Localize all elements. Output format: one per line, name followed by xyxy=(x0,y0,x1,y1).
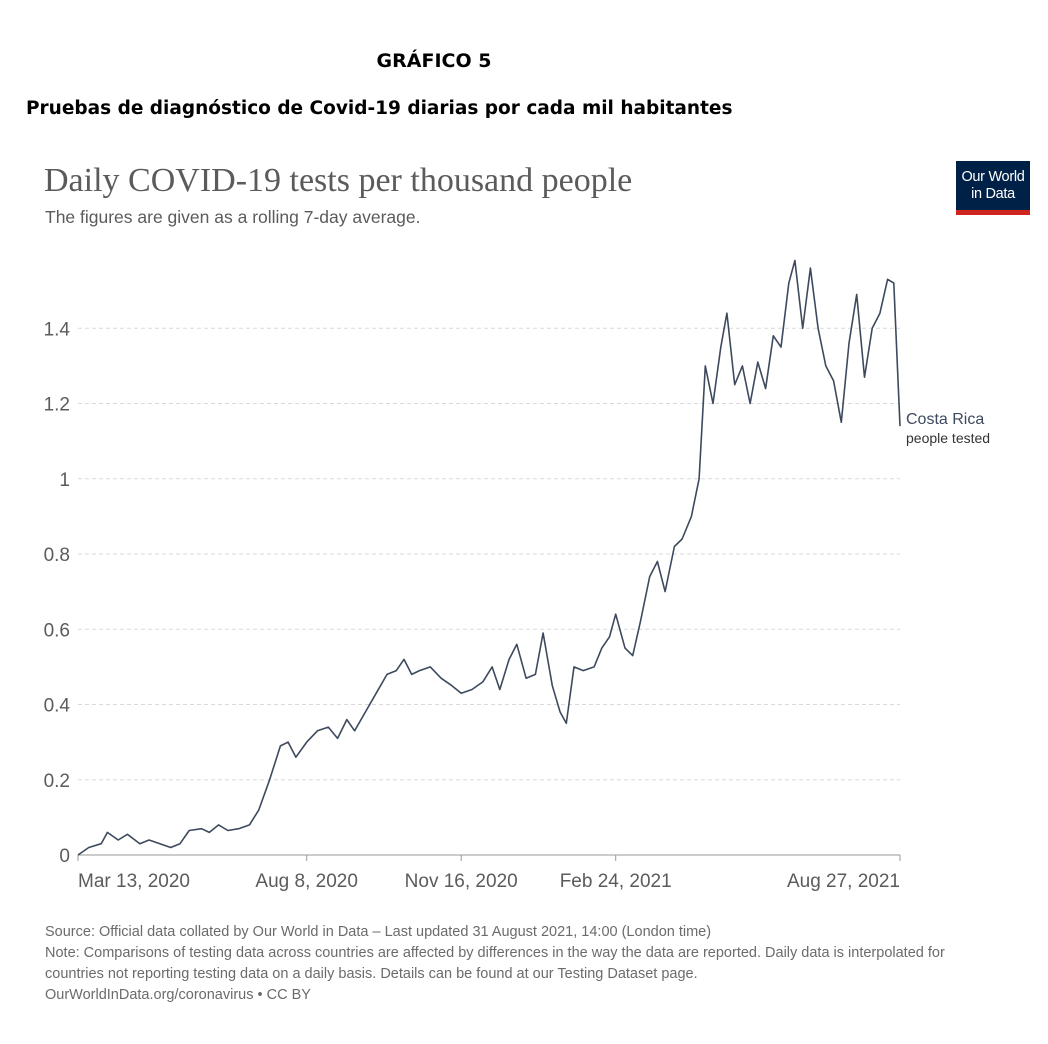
series-labels: Costa Rica people tested xyxy=(906,411,990,446)
line-chart: 0 0.2 0.4 0.6 0.8 1 1.2 1.4 Mar 13, 2020 Aug 8, … xyxy=(44,259,990,892)
gridlines xyxy=(78,327,900,856)
owid-logo[interactable]: Our World in Data xyxy=(956,161,1030,215)
y-tick-label: 0 xyxy=(59,846,70,867)
y-axis-ticks: 0 0.2 0.4 0.6 0.8 1 1.2 1.4 xyxy=(44,319,71,867)
y-tick-label: 0.8 xyxy=(44,545,70,566)
source-note: Source: Official data collated by Our Wo… xyxy=(45,924,712,940)
y-tick-label: 1.2 xyxy=(44,395,70,416)
x-tick-label: Mar 13, 2020 xyxy=(78,871,190,892)
chart-title: Daily COVID-19 tests per thousand people xyxy=(44,162,633,199)
chart-subtitle: The figures are given as a rolling 7-day… xyxy=(45,207,421,227)
y-tick-label: 0.6 xyxy=(44,620,70,641)
x-tick-label: Aug 8, 2020 xyxy=(255,871,357,892)
x-tick-label: Aug 27, 2021 xyxy=(787,871,900,892)
testing-note-line-1: Note: Comparisons of testing data across… xyxy=(45,945,945,961)
x-tick-label: Feb 24, 2021 xyxy=(560,871,672,892)
x-tick-label: Nov 16, 2020 xyxy=(405,871,518,892)
series-label: Costa Rica xyxy=(906,411,984,428)
y-tick-label: 1 xyxy=(59,470,70,491)
series-sublabel: people tested xyxy=(906,430,990,446)
credit-link[interactable]: OurWorldInData.org/coronavirus • CC BY xyxy=(45,987,311,1003)
document-title: Pruebas de diagnóstico de Covid-19 diari… xyxy=(26,98,733,119)
y-tick-label: 0.4 xyxy=(44,696,71,717)
series-layer xyxy=(77,259,901,856)
logo-accent-bar xyxy=(956,210,1030,215)
document-label: GRÁFICO 5 xyxy=(376,50,492,72)
y-tick-label: 0.2 xyxy=(44,771,70,792)
chart-footer: Source: Official data collated by Our Wo… xyxy=(45,922,1005,1006)
testing-note-line-2: countries not reporting testing data on … xyxy=(45,966,698,982)
logo-line-2: in Data xyxy=(971,186,1015,202)
logo-line-1: Our World xyxy=(961,169,1025,185)
y-tick-label: 1.4 xyxy=(44,319,71,340)
x-axis-ticks: Mar 13, 2020 Aug 8, 2020 Nov 16, 2020 Feb 2… xyxy=(77,855,901,892)
series-line-costa-rica xyxy=(77,259,901,856)
